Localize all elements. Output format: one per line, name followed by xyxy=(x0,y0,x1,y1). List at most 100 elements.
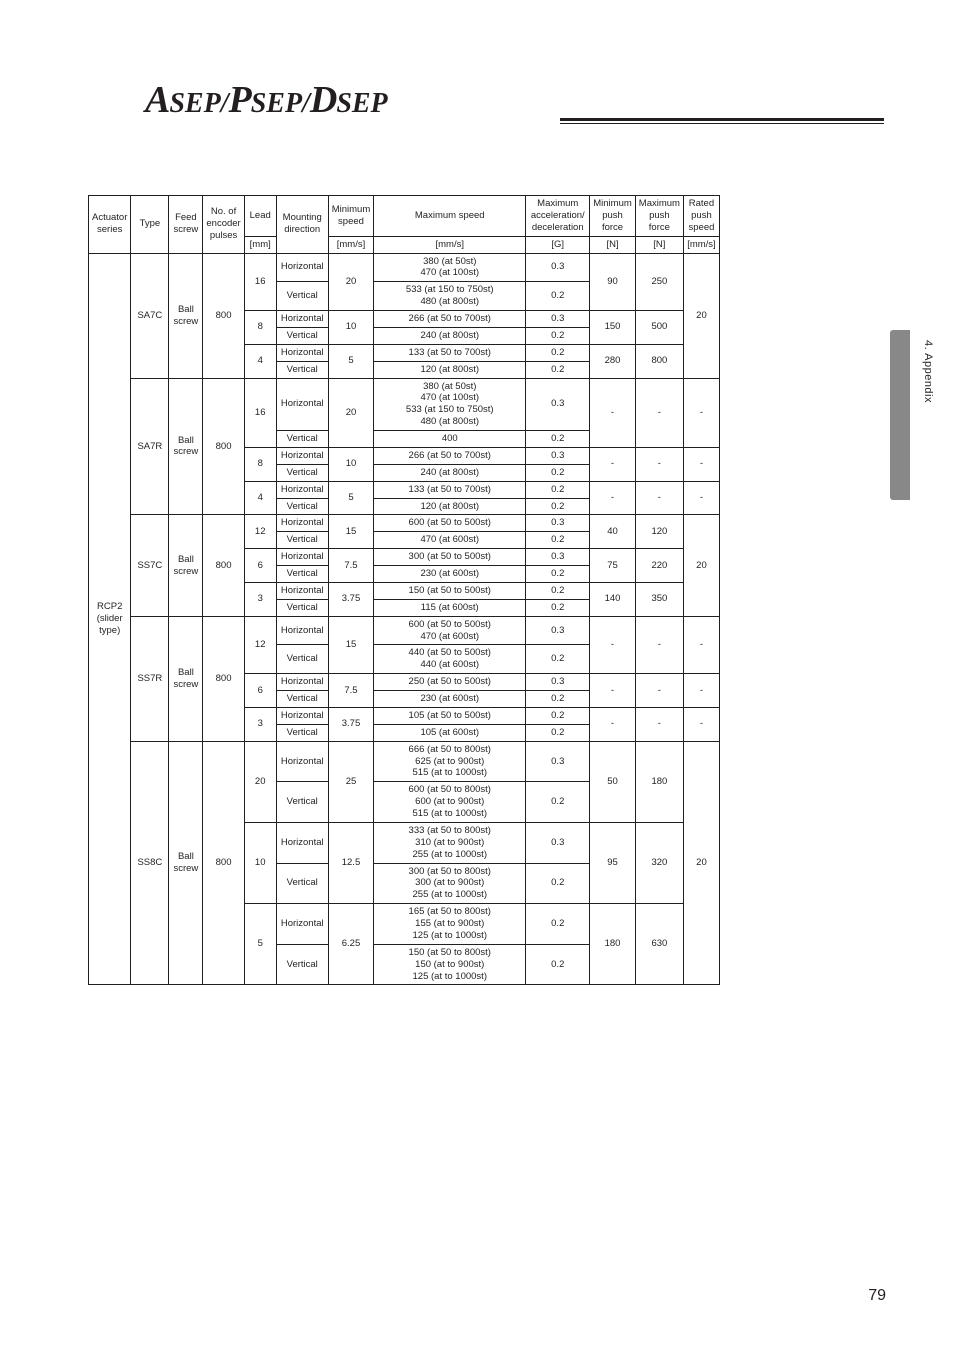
cell-minspd: 3.75 xyxy=(328,582,374,616)
cell-lead: 6 xyxy=(244,549,276,583)
cell-maxspd: 230 (at 600st) xyxy=(374,691,526,708)
th-maxspeed-unit: [mm/s] xyxy=(374,236,526,253)
cell-mount: Horizontal xyxy=(276,311,328,328)
cell-lead: 3 xyxy=(244,707,276,741)
cell-mount: Vertical xyxy=(276,431,328,448)
cell-mount: Vertical xyxy=(276,327,328,344)
cell-accel: 0.2 xyxy=(526,904,590,945)
cell-accel: 0.3 xyxy=(526,253,590,282)
cell-accel: 0.2 xyxy=(526,481,590,498)
cell-accel: 0.2 xyxy=(526,599,590,616)
cell-enc: 800 xyxy=(203,515,244,616)
cell-rspd: - xyxy=(683,447,719,481)
cell-maxspd: 250 (at 50 to 500st) xyxy=(374,674,526,691)
cell-accel: 0.3 xyxy=(526,616,590,645)
cell-mount: Vertical xyxy=(276,498,328,515)
cell-mount: Horizontal xyxy=(276,904,328,945)
th-maxforce: Maximum push force xyxy=(635,196,683,237)
cell-accel: 0.2 xyxy=(526,707,590,724)
cell-fmin: - xyxy=(590,481,636,515)
cell-maxspd: 470 (at 600st) xyxy=(374,532,526,549)
cell-fmin: 140 xyxy=(590,582,636,616)
th-lead-unit: [mm] xyxy=(244,236,276,253)
cell-fmax: - xyxy=(635,707,683,741)
cell-fmax: 220 xyxy=(635,549,683,583)
cell-fmin: 40 xyxy=(590,515,636,549)
cell-mount: Horizontal xyxy=(276,253,328,282)
cell-fmax: - xyxy=(635,447,683,481)
cell-accel: 0.2 xyxy=(526,863,590,904)
cell-rspd: 20 xyxy=(683,253,719,378)
cell-mount: Vertical xyxy=(276,863,328,904)
cell-lead: 12 xyxy=(244,616,276,674)
cell-mount: Vertical xyxy=(276,532,328,549)
cell-feed: Ball screw xyxy=(169,378,203,515)
cell-lead: 5 xyxy=(244,904,276,985)
cell-fmax: 250 xyxy=(635,253,683,311)
cell-enc: 800 xyxy=(203,741,244,985)
cell-lead: 8 xyxy=(244,447,276,481)
cell-accel: 0.2 xyxy=(526,344,590,361)
cell-mount: Vertical xyxy=(276,782,328,823)
cell-mount: Horizontal xyxy=(276,447,328,464)
th-type: Type xyxy=(131,196,169,254)
cell-accel: 0.2 xyxy=(526,582,590,599)
cell-maxspd: 600 (at 50 to 500st) xyxy=(374,515,526,532)
cell-mount: Vertical xyxy=(276,691,328,708)
cell-fmin: 150 xyxy=(590,311,636,345)
cell-mount: Horizontal xyxy=(276,378,328,431)
side-tab xyxy=(890,330,910,500)
cell-lead: 8 xyxy=(244,311,276,345)
cell-fmax: - xyxy=(635,674,683,708)
cell-fmax: 630 xyxy=(635,904,683,985)
cell-accel: 0.2 xyxy=(526,282,590,311)
cell-maxspd: 115 (at 600st) xyxy=(374,599,526,616)
cell-mount: Vertical xyxy=(276,464,328,481)
cell-type: SS7C xyxy=(131,515,169,616)
cell-maxspd: 230 (at 600st) xyxy=(374,566,526,583)
cell-fmin: - xyxy=(590,674,636,708)
cell-mount: Horizontal xyxy=(276,741,328,782)
cell-maxspd: 666 (at 50 to 800st)625 (at to 900st)515… xyxy=(374,741,526,782)
cell-maxspd: 380 (at 50st)470 (at 100st) xyxy=(374,253,526,282)
cell-mount: Horizontal xyxy=(276,481,328,498)
th-feed: Feed screw xyxy=(169,196,203,254)
cell-maxspd: 165 (at 50 to 800st)155 (at to 900st)125… xyxy=(374,904,526,945)
th-minforce: Minimum push force xyxy=(590,196,636,237)
cell-mount: Vertical xyxy=(276,361,328,378)
cell-accel: 0.3 xyxy=(526,549,590,566)
cell-minspd: 12.5 xyxy=(328,822,374,903)
cell-maxspd: 600 (at 50 to 500st)470 (at 600st) xyxy=(374,616,526,645)
cell-fmax: - xyxy=(635,378,683,447)
cell-mount: Vertical xyxy=(276,566,328,583)
cell-maxspd: 240 (at 800st) xyxy=(374,464,526,481)
cell-mount: Horizontal xyxy=(276,344,328,361)
cell-minspd: 10 xyxy=(328,447,374,481)
th-maxspeed: Maximum speed xyxy=(374,196,526,237)
th-minspeed: Minimum speed xyxy=(328,196,374,237)
cell-accel: 0.2 xyxy=(526,498,590,515)
cell-accel: 0.2 xyxy=(526,944,590,985)
cell-accel: 0.3 xyxy=(526,822,590,863)
cell-maxspd: 120 (at 800st) xyxy=(374,498,526,515)
logo-sep1: SEP/ xyxy=(169,88,228,120)
th-accel: Maximum acceleration/ deceleration xyxy=(526,196,590,237)
cell-minspd: 5 xyxy=(328,344,374,378)
cell-lead: 20 xyxy=(244,741,276,822)
cell-fmin: 75 xyxy=(590,549,636,583)
th-minforce-unit: [N] xyxy=(590,236,636,253)
th-accel-unit: [G] xyxy=(526,236,590,253)
cell-enc: 800 xyxy=(203,253,244,378)
cell-mount: Vertical xyxy=(276,599,328,616)
page-number: 79 xyxy=(868,1287,886,1305)
cell-maxspd: 266 (at 50 to 700st) xyxy=(374,311,526,328)
th-encoder: No. of encoder pulses xyxy=(203,196,244,254)
cell-lead: 4 xyxy=(244,481,276,515)
cell-accel: 0.3 xyxy=(526,741,590,782)
header-rule xyxy=(560,118,884,124)
cell-maxspd: 150 (at 50 to 800st)150 (at to 900st)125… xyxy=(374,944,526,985)
cell-accel: 0.2 xyxy=(526,327,590,344)
cell-fmax: 500 xyxy=(635,311,683,345)
cell-minspd: 20 xyxy=(328,253,374,311)
spec-table: Actuator series Type Feed screw No. of e… xyxy=(88,195,720,985)
